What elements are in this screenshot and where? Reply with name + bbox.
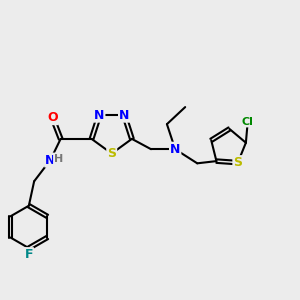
Text: Cl: Cl <box>242 116 253 127</box>
Text: F: F <box>25 248 33 261</box>
Text: N: N <box>94 109 104 122</box>
Text: S: S <box>233 156 242 169</box>
Text: O: O <box>47 111 58 124</box>
Text: N: N <box>45 154 56 166</box>
Text: H: H <box>54 154 63 164</box>
Text: N: N <box>170 143 180 156</box>
Text: S: S <box>107 147 116 160</box>
Text: N: N <box>119 109 129 122</box>
